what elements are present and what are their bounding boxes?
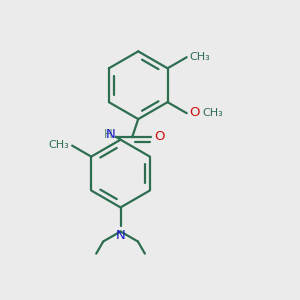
Text: CH₃: CH₃ — [189, 52, 210, 62]
Text: O: O — [190, 106, 200, 119]
Text: N: N — [106, 128, 116, 141]
Text: CH₃: CH₃ — [203, 108, 224, 118]
Text: O: O — [154, 130, 165, 143]
Text: H: H — [104, 128, 113, 141]
Text: CH₃: CH₃ — [48, 140, 69, 150]
Text: N: N — [116, 229, 125, 242]
